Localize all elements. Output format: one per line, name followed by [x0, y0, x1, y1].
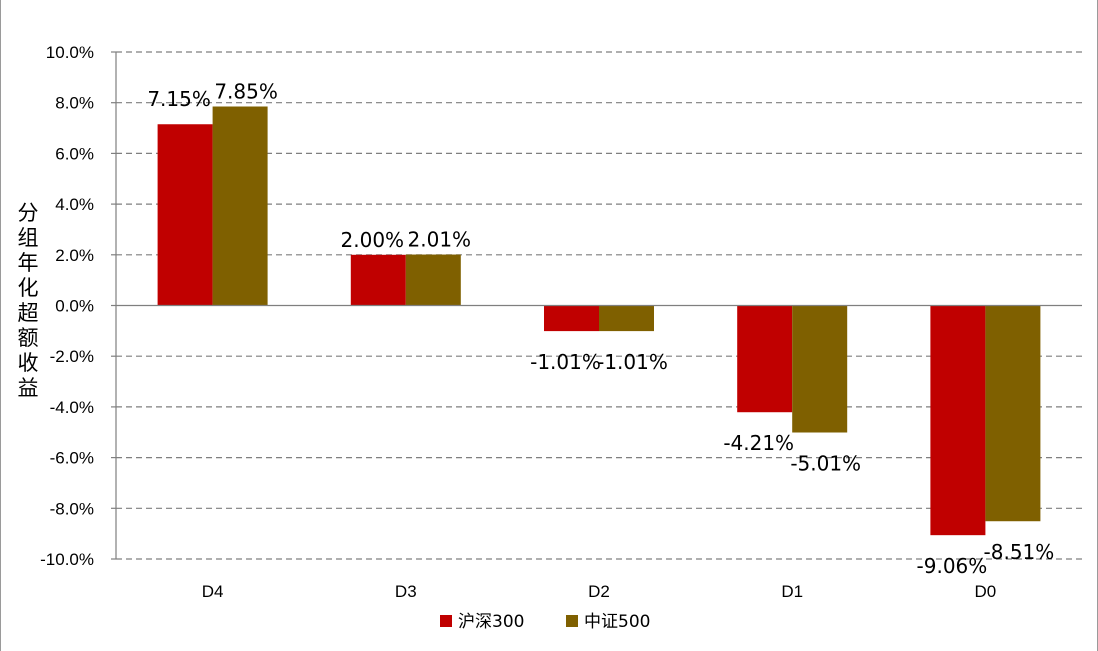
y-axis-label: 分组年化超额收益: [18, 201, 39, 400]
data-label: -5.01%: [790, 452, 861, 476]
bar-hs300-d3: [350, 254, 406, 306]
axes: 10.0% 8.0% 6.0% 4.0% 2.0% 0.0% -2.0% -4.0% -6.0%…: [40, 43, 1082, 601]
data-label: 7.15%: [147, 87, 211, 111]
y-tick-label: 10.0%: [46, 43, 94, 62]
legend-swatch: [440, 615, 452, 627]
y-tick-label: -8.0%: [50, 499, 94, 518]
data-label: -4.21%: [723, 431, 794, 455]
y-tick-label: 8.0%: [55, 94, 94, 113]
data-label: 2.01%: [408, 228, 472, 252]
bar-zz500-d1: [792, 305, 848, 433]
y-tick-label: -6.0%: [50, 449, 94, 468]
x-tick-label: D4: [202, 582, 224, 601]
bar-hs300-d2: [544, 305, 599, 332]
y-tick-label: 4.0%: [55, 195, 94, 214]
bar-zz500-d3: [405, 254, 461, 306]
data-label: 7.85%: [214, 80, 278, 104]
x-tick-label: D0: [975, 582, 997, 601]
data-label: -9.06%: [917, 554, 988, 578]
legend-label: 中证500: [584, 612, 650, 632]
y-tick-label: 2.0%: [55, 246, 94, 265]
y-tick-label: 6.0%: [55, 144, 94, 163]
y-tick-label: 0.0%: [55, 297, 94, 316]
bar-zz500-d2: [599, 305, 654, 332]
y-tick-label: -4.0%: [50, 398, 94, 417]
legend: 沪深300 中证500: [440, 612, 650, 632]
y-tick-label: -10.0%: [40, 550, 94, 569]
x-tick-label: D2: [588, 582, 610, 601]
bars: [157, 106, 1041, 536]
data-labels: 7.15% 7.85% 2.00% 2.01% -1.01%-1.01% -4.21%-5…: [147, 80, 1054, 579]
legend-swatch: [566, 615, 578, 627]
x-tick-label: D1: [781, 582, 803, 601]
y-tick-label: -2.0%: [50, 347, 94, 366]
data-label: -1.01%: [530, 350, 601, 374]
bar-hs300-d1: [737, 305, 793, 413]
bar-zz500-d0: [985, 305, 1041, 522]
data-label: -1.01%: [597, 350, 668, 374]
bar-hs300-d4: [157, 124, 213, 306]
data-label: -8.51%: [984, 540, 1055, 564]
legend-label: 沪深300: [458, 612, 524, 632]
x-tick-label: D3: [395, 582, 417, 601]
data-label: 2.00%: [341, 228, 405, 252]
bar-hs300-d0: [930, 305, 986, 536]
bar-zz500-d4: [212, 106, 268, 306]
gridlines: [116, 51, 1082, 560]
